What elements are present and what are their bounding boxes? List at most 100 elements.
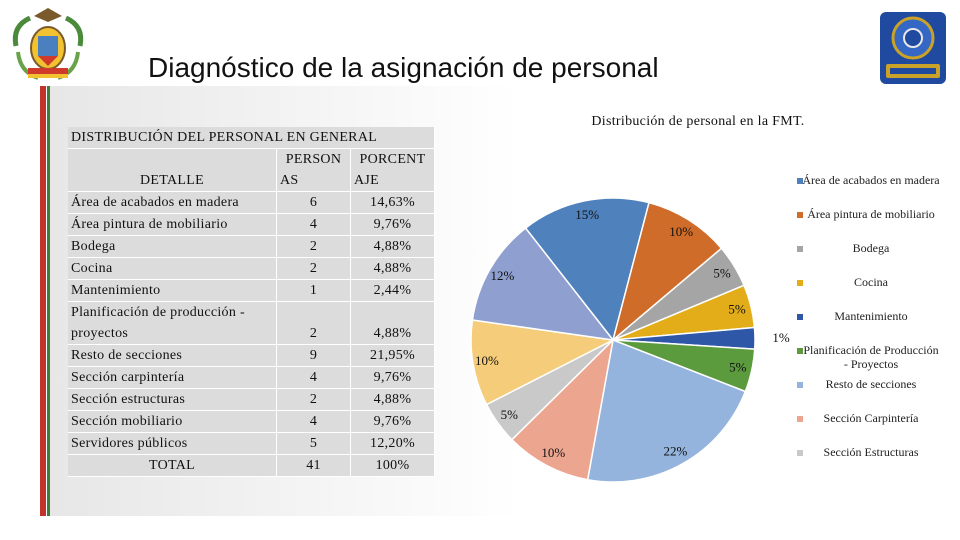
table-row: Sección mobiliario 4 9,76% [68,411,435,433]
row-personas: 2 [277,389,351,411]
header-porcentaje-line1: PORCENT [359,152,426,167]
total-detalle: TOTAL [68,455,277,477]
row-detalle: Cocina [68,258,277,280]
legend-label: Área pintura de mobiliario [807,207,935,221]
row-porcentaje: 9,76% [351,411,435,433]
legend-label: Planificación de Producción - Proyectos [803,343,938,371]
row-personas: 1 [277,280,351,302]
pie-slice-resto-de-secciones [586,338,747,483]
legend-swatch [797,348,803,354]
header-porcentaje-line2: AJE [354,173,380,188]
pie-data-label: 5% [729,360,747,375]
legend-swatch [797,450,803,456]
header-detalle: DETALLE [68,149,277,192]
row-detalle: Bodega [68,236,277,258]
pie-slices [470,197,756,483]
row-personas: 9 [277,345,351,367]
legend-swatch [797,212,803,218]
row-personas: 2 [277,236,351,258]
legend-swatch [797,382,803,388]
row-porcentaje: 4,88% [351,258,435,280]
pie-data-label: 10% [669,224,693,239]
row-porcentaje: 21,95% [351,345,435,367]
total-personas: 41 [277,455,351,477]
table-header-row: DETALLE PERSON AS PORCENT AJE [68,149,435,192]
row-detalle: Planificación de producción - proyectos [68,302,277,345]
legend-label: Mantenimiento [834,309,907,323]
legend-swatch [797,314,803,320]
pie-slice-area-de-acabados-en-madera [524,197,650,342]
table-row: Área de acabados en madera 6 14,63% [68,192,435,214]
legend-label: Cocina [854,275,889,289]
pie-slice-seccion-carpinteria [510,337,615,481]
legend-label: Bodega [853,241,890,255]
table-row: Mantenimiento 1 2,44% [68,280,435,302]
row-personas: 2 [277,302,351,345]
chart-title: Distribución de personal en la FMT. [591,114,804,129]
legend-label: Resto de secciones [826,377,917,391]
table-row: Resto de secciones 9 21,95% [68,345,435,367]
legend-swatch [797,246,803,252]
pie-slice-seccion-mobiliario [470,319,616,406]
pie-data-label: 15% [575,207,599,222]
row-detalle: Área pintura de mobiliario [68,214,277,236]
pie-data-label: 5% [728,301,746,316]
pie-data-label: 10% [541,445,565,460]
row-detalle: Resto de secciones [68,345,277,367]
legend-item: Área de acabados en madera [797,173,940,187]
legend-item: Resto de secciones [797,377,917,391]
row-detalle: Sección estructuras [68,389,277,411]
row-porcentaje: 12,20% [351,433,435,455]
row-detalle: Sección mobiliario [68,411,277,433]
pie-slice-servidores-publicos [471,227,615,342]
pie-data-label: 5% [713,265,731,280]
legend-item: Sección Estructuras [797,445,919,459]
legend-label: Sección Carpintería [824,411,920,425]
row-porcentaje: 4,88% [351,302,435,345]
table-row: Cocina 2 4,88% [68,258,435,280]
row-personas: 4 [277,411,351,433]
total-porcentaje: 100% [351,455,435,477]
row-porcentaje: 4,88% [351,389,435,411]
header-detalle-label: DETALLE [140,173,204,188]
personnel-table: DISTRIBUCIÓN DEL PERSONAL EN GENERAL DET… [68,127,435,477]
mecatronica-engineering-logo [880,12,946,84]
table-row: Área pintura de mobiliario 4 9,76% [68,214,435,236]
row-porcentaje: 9,76% [351,214,435,236]
header-porcentaje: PORCENT AJE [351,149,435,192]
table-row: Bodega 2 4,88% [68,236,435,258]
table-caption: DISTRIBUCIÓN DEL PERSONAL EN GENERAL [68,127,435,149]
row-porcentaje: 4,88% [351,236,435,258]
legend-item: Mantenimiento [797,309,908,323]
pie-data-label: 22% [663,444,687,459]
pie-slice-area-pintura-de-mobiliario [611,201,723,343]
row-detalle: Sección carpintería [68,367,277,389]
row-detalle: Servidores públicos [68,433,277,455]
legend-item: Sección Carpintería [797,411,919,425]
table-row: Planificación de producción - proyectos … [68,302,435,345]
row-personas: 4 [277,367,351,389]
legend-item: Área pintura de mobiliario [797,207,935,221]
legend-swatch [797,178,803,184]
legend-swatch [797,416,803,422]
legend-label: Sección Estructuras [824,445,919,459]
row-personas: 4 [277,214,351,236]
pie-data-label: 12% [490,268,514,283]
header-personas: PERSON AS [277,149,351,192]
university-crest-logo [12,8,84,80]
row-personas: 6 [277,192,351,214]
pie-data-label: 10% [475,353,499,368]
row-porcentaje: 2,44% [351,280,435,302]
left-green-accent-bar [47,86,50,516]
row-porcentaje: 14,63% [351,192,435,214]
left-red-accent-bar [40,86,46,516]
table-row: Sección carpintería 4 9,76% [68,367,435,389]
pie-data-labels: 15% 10% 5% 5% 1% 5% 22% 10% 5% 10% 12% [475,207,790,460]
header-personas-line2: AS [280,173,299,188]
legend-swatch [797,280,803,286]
table-total-row: TOTAL 41 100% [68,455,435,477]
pie-data-label: 1% [772,330,790,345]
pie-data-label: 5% [501,407,519,422]
row-porcentaje: 9,76% [351,367,435,389]
table-caption-row: DISTRIBUCIÓN DEL PERSONAL EN GENERAL [68,127,435,149]
